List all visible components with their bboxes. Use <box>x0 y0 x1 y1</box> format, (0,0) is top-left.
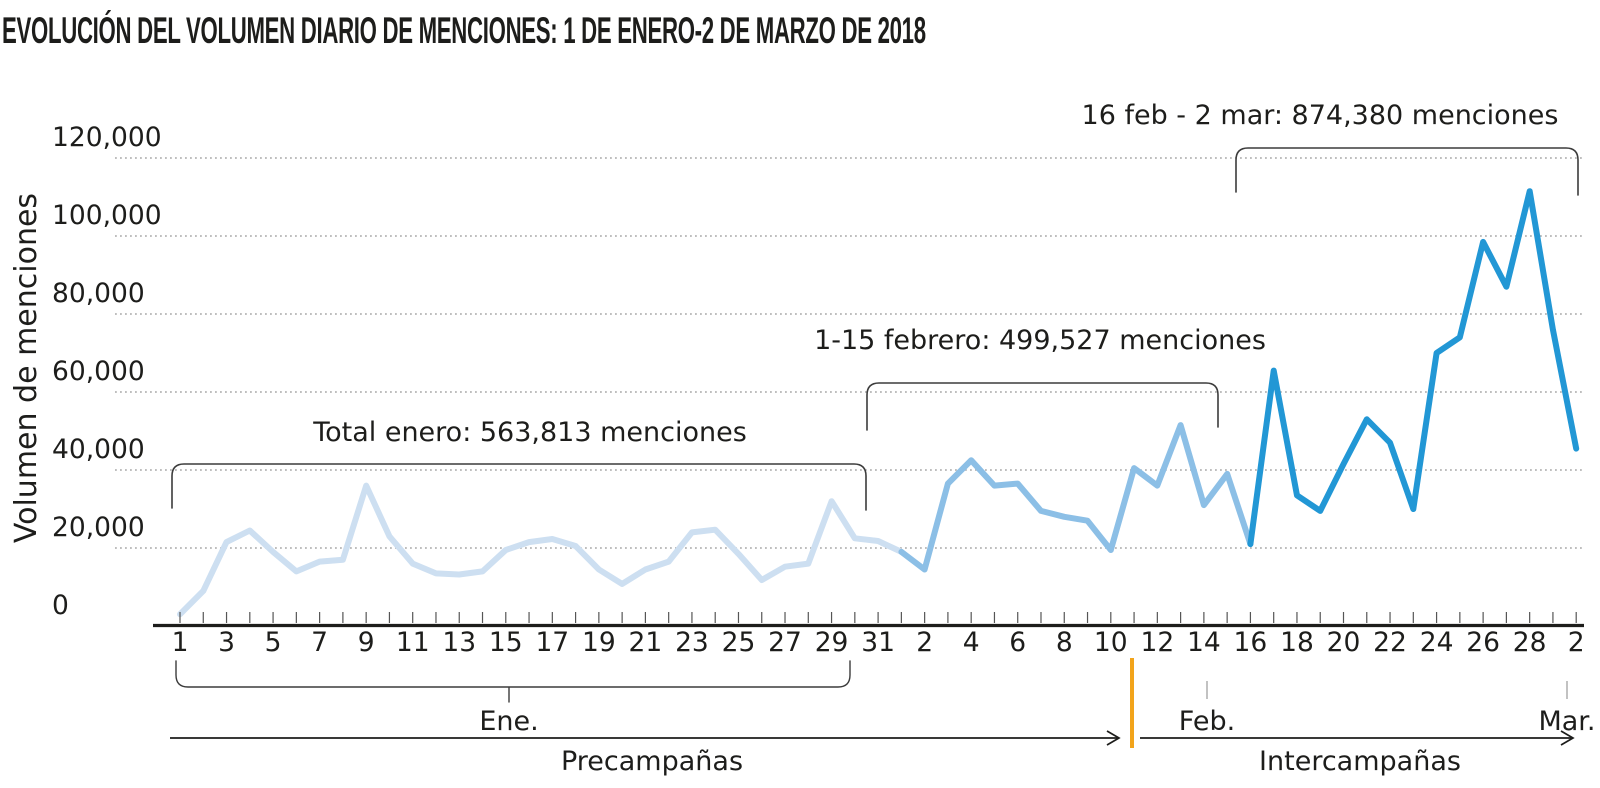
bracket-febrero-1-15 <box>866 382 1219 431</box>
bracket-feb16-mar2 <box>1235 147 1579 196</box>
x-tick-label: 18 <box>1280 627 1314 658</box>
month-label-mar: Mar. <box>1538 706 1595 737</box>
x-tick-label: 4 <box>963 627 980 658</box>
x-tick-label: 9 <box>358 627 375 658</box>
x-tick-label: 11 <box>396 627 430 658</box>
x-tick-label: 6 <box>1009 627 1026 658</box>
x-tick-label: 21 <box>629 627 663 658</box>
x-axis-labels-layer: 1 3 5 7 9 11 13 15 17 19 21 23 25 27 29 31 2 4 6 8 10 12 14 16 1… <box>172 627 1585 658</box>
x-tick-label: 22 <box>1373 627 1407 658</box>
x-tick-label: 19 <box>582 627 616 658</box>
x-tick-label: 28 <box>1513 627 1547 658</box>
y-tick-label: 100,000 <box>52 200 162 231</box>
phase-label-intercampanas: Intercampañas <box>1259 746 1461 777</box>
y-axis-labels-layer: 0 20,000 40,000 60,000 80,000 100,000 120,000 <box>52 122 162 621</box>
phase-label-precampanas: Precampañas <box>561 746 743 777</box>
x-tick-label: 23 <box>675 627 709 658</box>
precampanas-arrow <box>170 730 1121 746</box>
precampanas-arrowhead-icon <box>1106 730 1121 746</box>
annotation-total-enero: Total enero: 563,813 menciones <box>312 417 747 448</box>
x-tick-label: 10 <box>1094 627 1128 658</box>
y-tick-label: 60,000 <box>52 356 145 387</box>
y-axis-title: Volumen de menciones <box>9 193 44 543</box>
y-tick-label: 40,000 <box>52 434 145 465</box>
y-tick-label: 20,000 <box>52 512 145 543</box>
intercampanas-arrow <box>1140 730 1575 746</box>
x-axis-ticks-layer <box>179 612 1577 623</box>
x-tick-label: 12 <box>1140 627 1174 658</box>
x-tick-label: 27 <box>768 627 802 658</box>
month-label-ene: Ene. <box>479 706 538 737</box>
x-tick-label: 31 <box>861 627 895 658</box>
line-segment-febrero-1-15 <box>898 422 1254 573</box>
x-tick-label: 15 <box>489 627 523 658</box>
page-title: EVOLUCIÓN DEL VOLUMEN DIARIO DE MENCIONE… <box>2 8 926 52</box>
y-tick-label: 0 <box>52 590 69 621</box>
x-tick-label: 29 <box>815 627 849 658</box>
january-month-bracket <box>175 660 851 703</box>
x-tick-label: 16 <box>1234 627 1268 658</box>
month-label-feb: Feb. <box>1179 706 1235 737</box>
x-tick-label: 25 <box>722 627 756 658</box>
x-tick-label: 1 <box>172 627 189 658</box>
y-tick-label: 120,000 <box>52 122 162 153</box>
x-tick-label: 26 <box>1466 627 1500 658</box>
x-tick-label: 13 <box>442 627 476 658</box>
page-title-group: EVOLUCIÓN DEL VOLUMEN DIARIO DE MENCIONE… <box>2 8 926 52</box>
annotation-feb16-mar2: 16 feb - 2 mar: 874,380 menciones <box>1082 100 1559 131</box>
x-tick-label: 8 <box>1056 627 1073 658</box>
x-tick-label: 14 <box>1187 627 1221 658</box>
x-tick-label: 20 <box>1327 627 1361 658</box>
x-tick-label: 5 <box>265 627 282 658</box>
data-line-layer <box>177 188 1580 618</box>
intercampanas-arrowhead-icon <box>1560 730 1575 746</box>
line-segment-enero <box>177 482 905 618</box>
x-tick-label: 24 <box>1420 627 1454 658</box>
bracket-total-enero <box>171 463 867 511</box>
x-tick-label: 7 <box>311 627 328 658</box>
y-tick-label: 80,000 <box>52 278 145 309</box>
annotation-febrero-1-15: 1-15 febrero: 499,527 menciones <box>814 325 1266 356</box>
x-tick-label: 2 <box>916 627 933 658</box>
x-tick-label: 17 <box>535 627 569 658</box>
x-tick-label: 2 <box>1568 627 1585 658</box>
line-segment-feb16-mar2 <box>1247 188 1580 548</box>
x-tick-label: 3 <box>218 627 235 658</box>
